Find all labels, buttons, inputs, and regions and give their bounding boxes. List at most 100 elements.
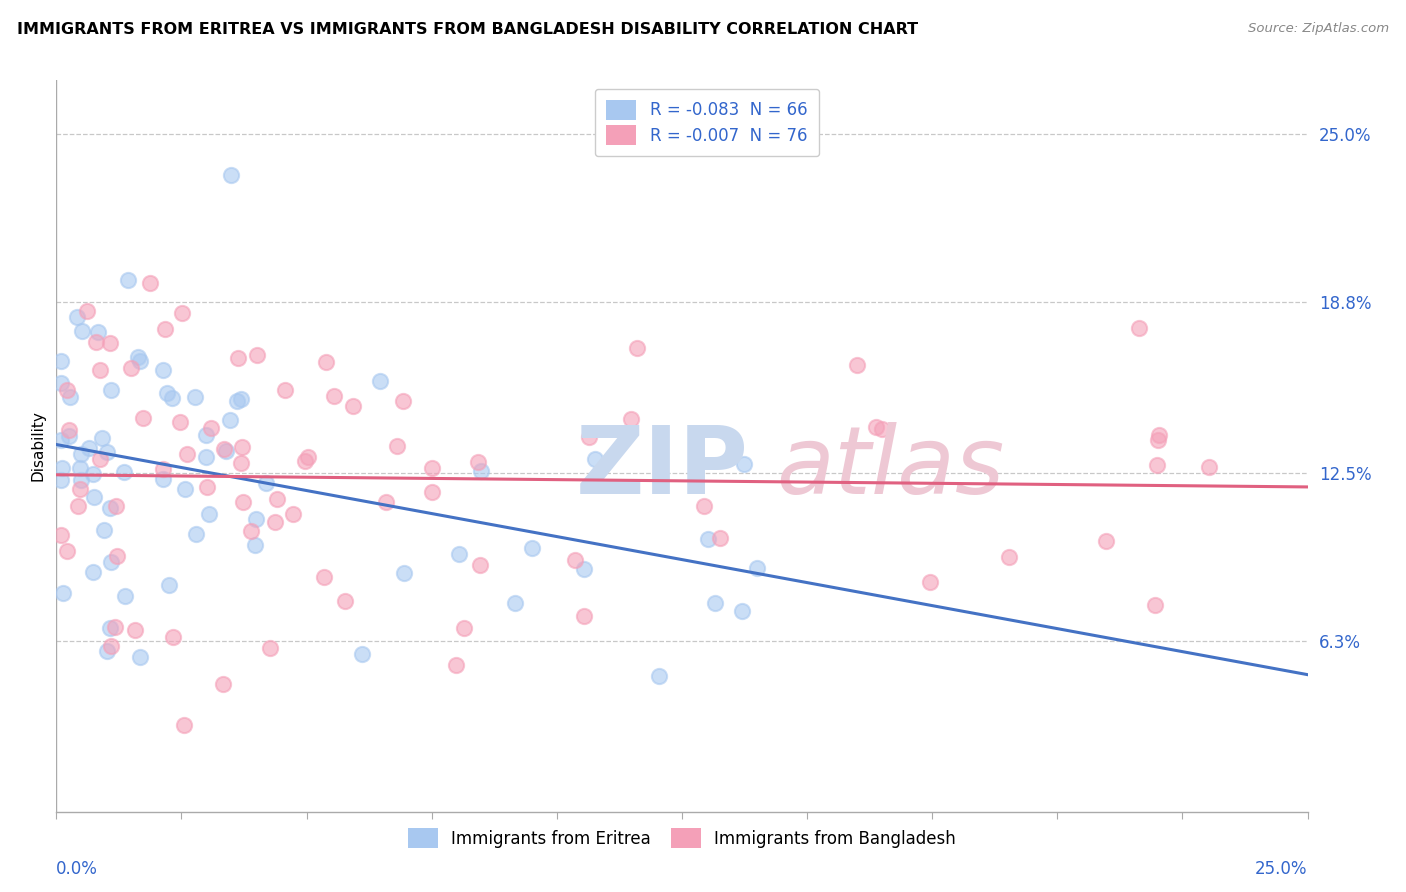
Point [117,273,139,287]
Point [58,429,80,443]
Point [83,490,105,504]
Point [281,507,304,521]
Point [470,464,492,478]
Point [129,354,152,368]
Point [259,640,281,655]
Point [221,168,243,182]
Point [124,624,146,638]
Point [152,362,174,376]
Point [69,482,91,496]
Point [1198,459,1220,474]
Point [731,604,754,618]
Point [89,362,111,376]
Point [96,644,118,658]
Point [100,555,122,569]
Point [297,450,319,465]
Point [865,419,887,434]
Point [626,341,648,355]
Point [1095,533,1118,548]
Text: atlas: atlas [776,423,1004,514]
Point [998,549,1021,564]
Point [176,447,198,461]
Point [198,507,221,521]
Point [56,384,79,398]
Point [1149,428,1171,442]
Point [314,570,336,584]
Point [77,441,100,455]
Point [132,410,155,425]
Point [155,322,177,336]
Point [214,442,236,456]
Point [172,306,194,320]
Point [70,447,93,461]
Point [246,348,269,362]
Point [846,358,869,372]
Point [100,639,122,653]
Point [91,431,114,445]
Point [420,461,443,475]
Point [194,450,217,465]
Point [51,354,73,368]
Point [183,391,205,405]
Point [468,558,491,572]
Point [120,360,142,375]
Point [152,473,174,487]
Point [129,650,152,665]
Point [184,527,207,541]
Point [212,677,235,691]
Point [368,374,391,388]
Point [226,394,249,409]
Point [420,485,443,500]
Point [350,647,373,661]
Point [503,596,526,610]
Point [240,524,263,539]
Point [522,541,544,556]
Point [1146,433,1168,447]
Point [98,501,121,516]
Point [84,334,107,349]
Point [693,499,716,513]
Point [918,575,941,590]
Point [870,422,893,436]
Point [583,452,606,467]
Legend: Immigrants from Eritrea, Immigrants from Bangladesh: Immigrants from Eritrea, Immigrants from… [399,820,965,856]
Point [229,455,252,469]
Point [51,376,73,391]
Point [266,492,288,507]
Point [59,390,82,404]
Point [578,430,600,444]
Point [392,393,415,408]
Point [733,457,755,471]
Point [55,543,77,558]
Point [107,549,129,563]
Text: 0.0%: 0.0% [56,861,98,879]
Point [98,621,121,635]
Point [229,392,252,407]
Point [1128,321,1150,335]
Y-axis label: Disability: Disability [30,410,45,482]
Point [66,499,89,513]
Point [162,391,184,405]
Point [76,304,98,318]
Point [152,462,174,476]
Point [572,609,595,624]
Text: 25.0%: 25.0% [1256,861,1308,879]
Point [572,562,595,576]
Point [58,423,80,437]
Point [156,386,179,401]
Point [333,593,356,607]
Point [620,412,643,426]
Point [453,621,475,635]
Point [214,443,236,458]
Point [69,461,91,475]
Point [697,533,720,547]
Point [226,351,249,365]
Point [173,717,195,731]
Point [704,596,727,610]
Point [231,495,253,509]
Point [446,657,468,672]
Point [709,531,731,545]
Text: IMMIGRANTS FROM ERITREA VS IMMIGRANTS FROM BANGLADESH DISABILITY CORRELATION CHA: IMMIGRANTS FROM ERITREA VS IMMIGRANTS FR… [17,22,918,37]
Point [392,566,415,580]
Point [66,310,89,324]
